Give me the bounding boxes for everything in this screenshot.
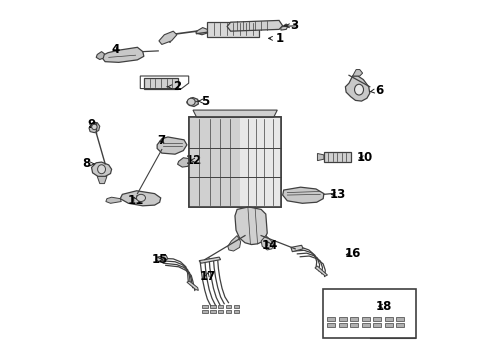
Text: 9: 9: [88, 118, 96, 131]
Bar: [144, 78, 178, 89]
Ellipse shape: [137, 194, 146, 202]
Polygon shape: [156, 255, 168, 262]
Text: 12: 12: [186, 154, 202, 167]
Ellipse shape: [187, 98, 195, 105]
Polygon shape: [157, 137, 187, 154]
Polygon shape: [283, 187, 324, 203]
Bar: [202, 305, 208, 309]
Bar: [240, 117, 281, 207]
Ellipse shape: [355, 84, 364, 95]
Polygon shape: [227, 21, 283, 31]
Ellipse shape: [92, 124, 97, 130]
Polygon shape: [159, 31, 177, 44]
Bar: [339, 323, 347, 327]
Polygon shape: [193, 110, 277, 117]
Polygon shape: [281, 24, 288, 30]
Bar: [362, 317, 370, 321]
Bar: [234, 305, 239, 309]
Bar: [225, 305, 231, 309]
Polygon shape: [196, 28, 207, 35]
Text: 5: 5: [198, 95, 210, 108]
Polygon shape: [89, 123, 100, 133]
Polygon shape: [187, 281, 198, 291]
Polygon shape: [261, 235, 274, 250]
Bar: [327, 317, 335, 321]
Bar: [385, 323, 393, 327]
Polygon shape: [92, 162, 112, 176]
Polygon shape: [199, 257, 221, 263]
Polygon shape: [235, 207, 267, 244]
Text: 18: 18: [376, 300, 392, 313]
Text: 11: 11: [127, 194, 144, 207]
Bar: [218, 305, 223, 309]
Bar: [327, 323, 335, 327]
Text: 17: 17: [199, 270, 216, 283]
Text: 3: 3: [285, 19, 298, 32]
Ellipse shape: [98, 165, 105, 174]
Bar: [350, 317, 358, 321]
Text: 8: 8: [82, 157, 94, 170]
Polygon shape: [120, 191, 161, 206]
Polygon shape: [96, 51, 104, 59]
Text: 15: 15: [151, 253, 168, 266]
Polygon shape: [97, 176, 107, 184]
Bar: [385, 317, 393, 321]
Bar: [373, 323, 381, 327]
Text: 6: 6: [370, 84, 384, 97]
Text: 16: 16: [344, 247, 361, 260]
Polygon shape: [353, 69, 363, 76]
Polygon shape: [177, 158, 191, 167]
Bar: [218, 310, 223, 314]
Bar: [210, 305, 216, 309]
Polygon shape: [101, 47, 144, 62]
Bar: [202, 310, 208, 314]
Bar: [396, 323, 404, 327]
Polygon shape: [291, 245, 303, 252]
Polygon shape: [228, 235, 241, 251]
Bar: [190, 117, 240, 207]
Bar: [210, 310, 216, 314]
Polygon shape: [187, 98, 198, 107]
Bar: [350, 323, 358, 327]
Text: 13: 13: [329, 188, 345, 201]
Text: 4: 4: [111, 42, 119, 55]
Bar: [396, 317, 404, 321]
Bar: [323, 289, 416, 338]
Text: 10: 10: [357, 151, 373, 164]
Bar: [207, 22, 259, 37]
Bar: [324, 152, 351, 162]
Bar: [362, 323, 370, 327]
Bar: [234, 310, 239, 314]
Text: 2: 2: [167, 80, 181, 93]
Bar: [373, 317, 381, 321]
Bar: [339, 317, 347, 321]
Bar: [190, 117, 281, 207]
Text: 1: 1: [269, 32, 284, 45]
Polygon shape: [345, 76, 370, 101]
Polygon shape: [315, 266, 327, 276]
Text: 7: 7: [158, 134, 166, 147]
Polygon shape: [318, 153, 324, 161]
Bar: [190, 117, 281, 207]
Polygon shape: [106, 197, 122, 203]
Text: 14: 14: [261, 239, 277, 252]
Bar: [225, 310, 231, 314]
